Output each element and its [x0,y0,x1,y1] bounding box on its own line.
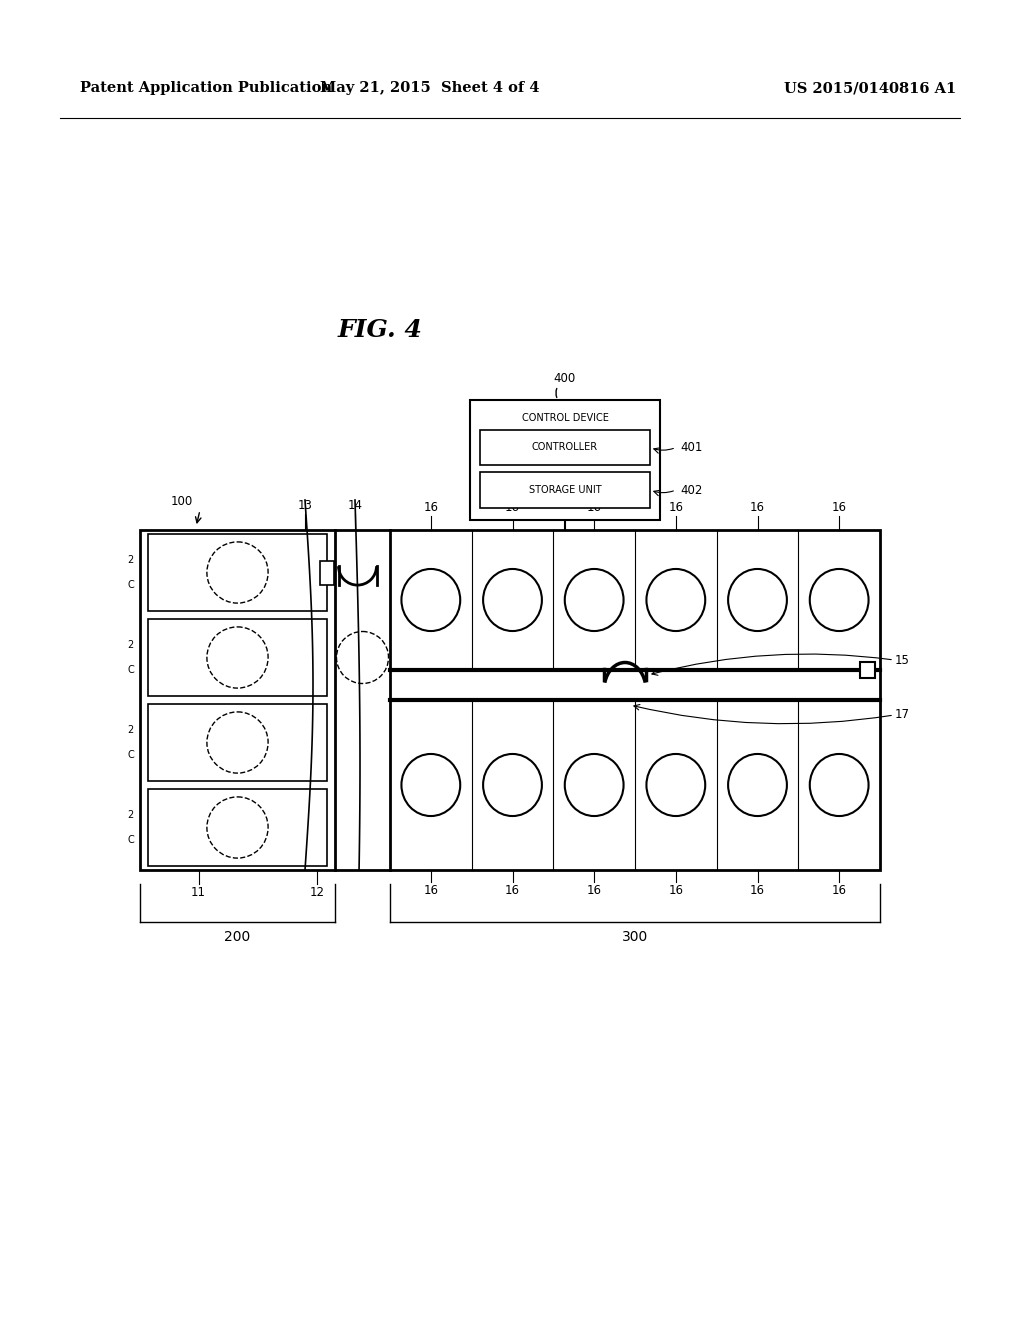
Text: 16: 16 [750,502,765,513]
Text: CONTROL DEVICE: CONTROL DEVICE [521,413,608,422]
Text: CONTROLLER: CONTROLLER [531,442,598,453]
Bar [140,531,880,870]
Text: 2: 2 [128,810,134,820]
Bar [148,789,327,866]
Bar [480,430,650,465]
Text: 16: 16 [750,884,765,898]
Text: 300: 300 [622,931,648,944]
Bar [480,473,650,508]
Text: C: C [127,834,134,845]
Text: C: C [127,750,134,760]
Text: 402: 402 [680,483,702,496]
Bar [860,663,874,678]
Text: C: C [127,665,134,675]
Text: 200: 200 [224,931,251,944]
Text: STORAGE UNIT: STORAGE UNIT [528,484,601,495]
Text: 16: 16 [423,884,438,898]
Text: 16: 16 [831,502,847,513]
Text: 16: 16 [505,502,520,513]
Text: 11: 11 [191,886,206,899]
Text: FIG. 4: FIG. 4 [338,318,423,342]
Text: 100: 100 [171,495,194,508]
Text: 16: 16 [423,502,438,513]
Text: 401: 401 [680,441,702,454]
Bar [148,535,327,611]
Text: 17: 17 [895,709,910,722]
Text: 400: 400 [554,371,577,384]
Text: May 21, 2015  Sheet 4 of 4: May 21, 2015 Sheet 4 of 4 [321,81,540,95]
Text: 12: 12 [309,886,325,899]
Bar [148,619,327,696]
Text: 14: 14 [347,499,362,512]
Text: 16: 16 [587,502,602,513]
Text: 13: 13 [298,499,312,512]
Text: US 2015/0140816 A1: US 2015/0140816 A1 [784,81,956,95]
Text: 15: 15 [895,653,910,667]
Text: 16: 16 [831,884,847,898]
Bar [319,561,334,585]
Bar [470,400,660,520]
Text: 16: 16 [587,884,602,898]
Text: C: C [127,579,134,590]
Text: 2: 2 [128,556,134,565]
Text: 16: 16 [505,884,520,898]
Text: 16: 16 [669,502,683,513]
Text: Patent Application Publication: Patent Application Publication [80,81,332,95]
Text: 2: 2 [128,640,134,651]
Text: 2: 2 [128,725,134,735]
Text: 16: 16 [669,884,683,898]
Bar [148,704,327,781]
